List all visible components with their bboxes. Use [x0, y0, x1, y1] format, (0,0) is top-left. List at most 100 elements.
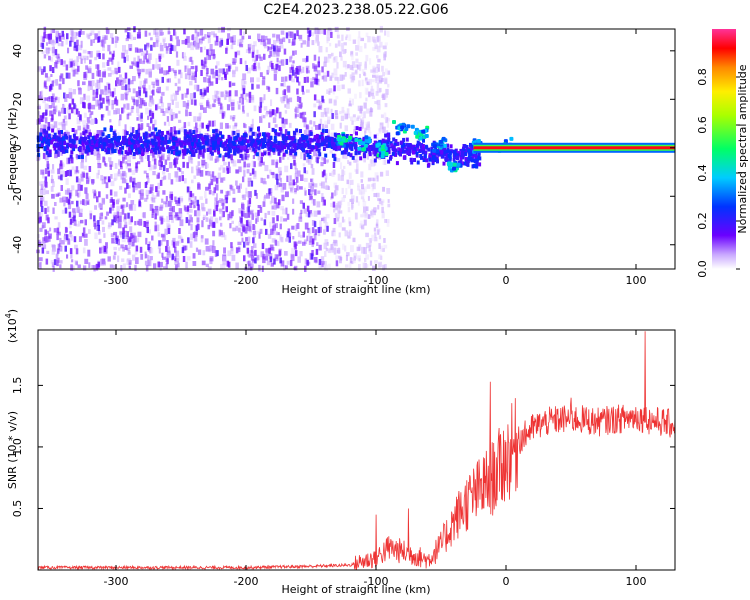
noise-cell — [79, 151, 83, 157]
band-cell — [387, 135, 391, 140]
noise-streak — [208, 183, 211, 190]
noise-streak — [122, 227, 125, 234]
noise-cell — [335, 202, 339, 210]
noise-cell — [108, 90, 111, 98]
noise-cell — [93, 91, 97, 97]
noise-cell — [313, 183, 318, 188]
noise-cell — [351, 72, 355, 77]
band-cell — [425, 158, 429, 163]
noise-cell — [338, 210, 343, 214]
noise-cell — [80, 219, 84, 224]
noise-cell — [225, 149, 229, 155]
noise-cell — [231, 82, 236, 86]
spectrogram-y-label: Frequency (Hz) — [6, 108, 19, 191]
band-cell — [314, 145, 318, 150]
band-cell — [402, 144, 406, 149]
noise-streak — [313, 94, 317, 101]
noise-cell — [258, 232, 261, 239]
band-cell — [247, 143, 250, 148]
noise-cell — [55, 96, 58, 101]
noise-cell — [349, 179, 354, 185]
band-cell — [127, 141, 131, 146]
fragment-cell — [406, 124, 411, 129]
noise-cell — [198, 116, 201, 122]
noise-cell — [101, 246, 104, 254]
noise-cell — [102, 226, 105, 233]
band-cell — [300, 133, 304, 138]
band-cell — [415, 143, 419, 148]
band-cell — [231, 145, 235, 150]
noise-streak — [178, 228, 181, 234]
band-cell — [323, 140, 327, 145]
noise-streak — [181, 247, 185, 254]
noise-cell — [149, 256, 153, 261]
noise-streak — [199, 89, 203, 96]
band-cell — [443, 146, 447, 151]
band-cell — [78, 140, 82, 145]
noise-cell — [222, 262, 226, 269]
band-cell — [137, 132, 141, 137]
noise-cell — [237, 104, 241, 110]
noise-cell — [369, 108, 374, 113]
noise-cell — [75, 261, 78, 266]
noise-streak — [94, 117, 97, 124]
noise-streak — [271, 109, 275, 116]
noise-cell — [275, 202, 280, 209]
noise-cell — [250, 266, 253, 271]
band-cell — [447, 153, 451, 158]
noise-cell — [332, 231, 336, 237]
band-cell — [394, 139, 398, 143]
noise-cell — [230, 248, 234, 255]
noise-cell — [52, 164, 55, 170]
noise-cell — [187, 42, 191, 48]
noise-streak — [137, 123, 141, 130]
noise-cell — [387, 70, 391, 75]
band-cell — [183, 144, 187, 149]
noise-cell — [357, 185, 361, 191]
noise-cell — [131, 96, 135, 100]
noise-cell — [120, 93, 124, 101]
noise-cell — [91, 179, 94, 185]
noise-cell — [113, 251, 117, 256]
noise-cell — [134, 250, 138, 255]
noise-cell — [136, 117, 139, 121]
noise-cell — [219, 198, 224, 202]
noise-cell — [321, 157, 325, 161]
noise-cell — [265, 255, 269, 261]
noise-streak — [39, 216, 42, 223]
noise-cell — [235, 66, 239, 72]
noise-cell — [76, 61, 79, 67]
noise-streak — [49, 65, 52, 72]
noise-cell — [338, 255, 342, 259]
noise-cell — [113, 231, 118, 236]
noise-cell — [213, 120, 216, 127]
noise-cell — [89, 85, 93, 90]
noise-cell — [208, 82, 211, 87]
band-cell — [402, 155, 406, 160]
noise-cell — [212, 175, 217, 182]
noise-cell — [232, 125, 235, 130]
noise-cell — [113, 246, 117, 251]
noise-cell — [109, 164, 112, 170]
colorbar-tick-label: 0.0 — [696, 260, 709, 278]
noise-cell — [271, 44, 274, 50]
noise-cell — [165, 50, 169, 54]
noise-cell — [261, 97, 264, 104]
noise-cell — [339, 200, 343, 206]
band-cell — [94, 135, 98, 140]
noise-cell — [362, 200, 367, 207]
noise-streak — [75, 176, 79, 183]
noise-cell — [48, 233, 52, 239]
noise-cell — [315, 157, 318, 163]
noise-cell — [348, 217, 351, 224]
band-cell — [334, 147, 338, 152]
noise-cell — [132, 177, 136, 185]
noise-cell — [200, 46, 203, 53]
noise-streak — [191, 34, 195, 41]
noise-streak — [41, 112, 45, 119]
noise-streak — [85, 172, 89, 179]
noise-cell — [227, 27, 231, 32]
noise-cell — [367, 36, 371, 43]
noise-cell — [279, 96, 284, 102]
noise-cell — [164, 228, 168, 235]
